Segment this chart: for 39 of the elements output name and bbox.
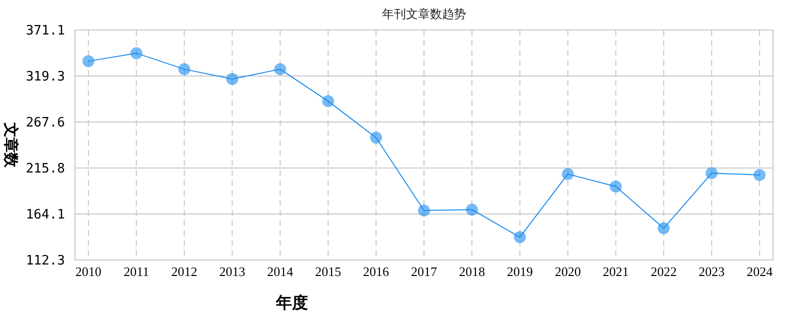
x-tick-label: 2015: [315, 264, 342, 279]
x-tick-label: 2019: [506, 264, 533, 279]
x-tick-label: 2021: [602, 264, 629, 279]
point: [514, 231, 526, 244]
point: [562, 168, 574, 180]
x-tick-label: 2017: [411, 264, 438, 279]
x-tick-label: 2016: [363, 264, 390, 279]
point: [658, 222, 670, 234]
point: [754, 168, 766, 181]
y-tick-label: 319.3: [26, 70, 65, 85]
x-tick-label: 2012: [171, 264, 198, 279]
point: [274, 63, 286, 76]
point: [322, 95, 334, 108]
point: [178, 63, 190, 76]
x-axis-title: 年度: [275, 293, 308, 312]
point: [418, 204, 430, 216]
point: [466, 204, 478, 216]
x-tick-label: 2024: [746, 264, 774, 279]
point: [226, 72, 238, 85]
x-tick-label: 2022: [650, 264, 677, 279]
x-tick-label: 2023: [698, 264, 725, 279]
x-tick-label: 2013: [219, 264, 246, 279]
point: [130, 47, 142, 60]
point: [82, 55, 94, 68]
y-tick-label: 215.8: [26, 162, 65, 177]
y-tick-label: 112.3: [26, 254, 65, 269]
chart-title: 年刊文章数趋势: [382, 7, 466, 21]
x-tick-label: 2020: [554, 264, 581, 279]
x-tick-label: 2011: [124, 264, 150, 279]
y-tick-label: 371.1: [26, 24, 65, 39]
y-tick-label: 267.6: [26, 116, 65, 131]
x-tick-label: 2010: [75, 264, 102, 279]
point: [370, 132, 382, 144]
point: [610, 180, 622, 193]
point: [706, 167, 718, 180]
y-tick-label: 164.1: [26, 208, 65, 223]
x-tick-label: 2018: [458, 264, 485, 279]
y-axis-title: 文章数: [2, 122, 20, 168]
x-tick-label: 2014: [267, 264, 294, 279]
